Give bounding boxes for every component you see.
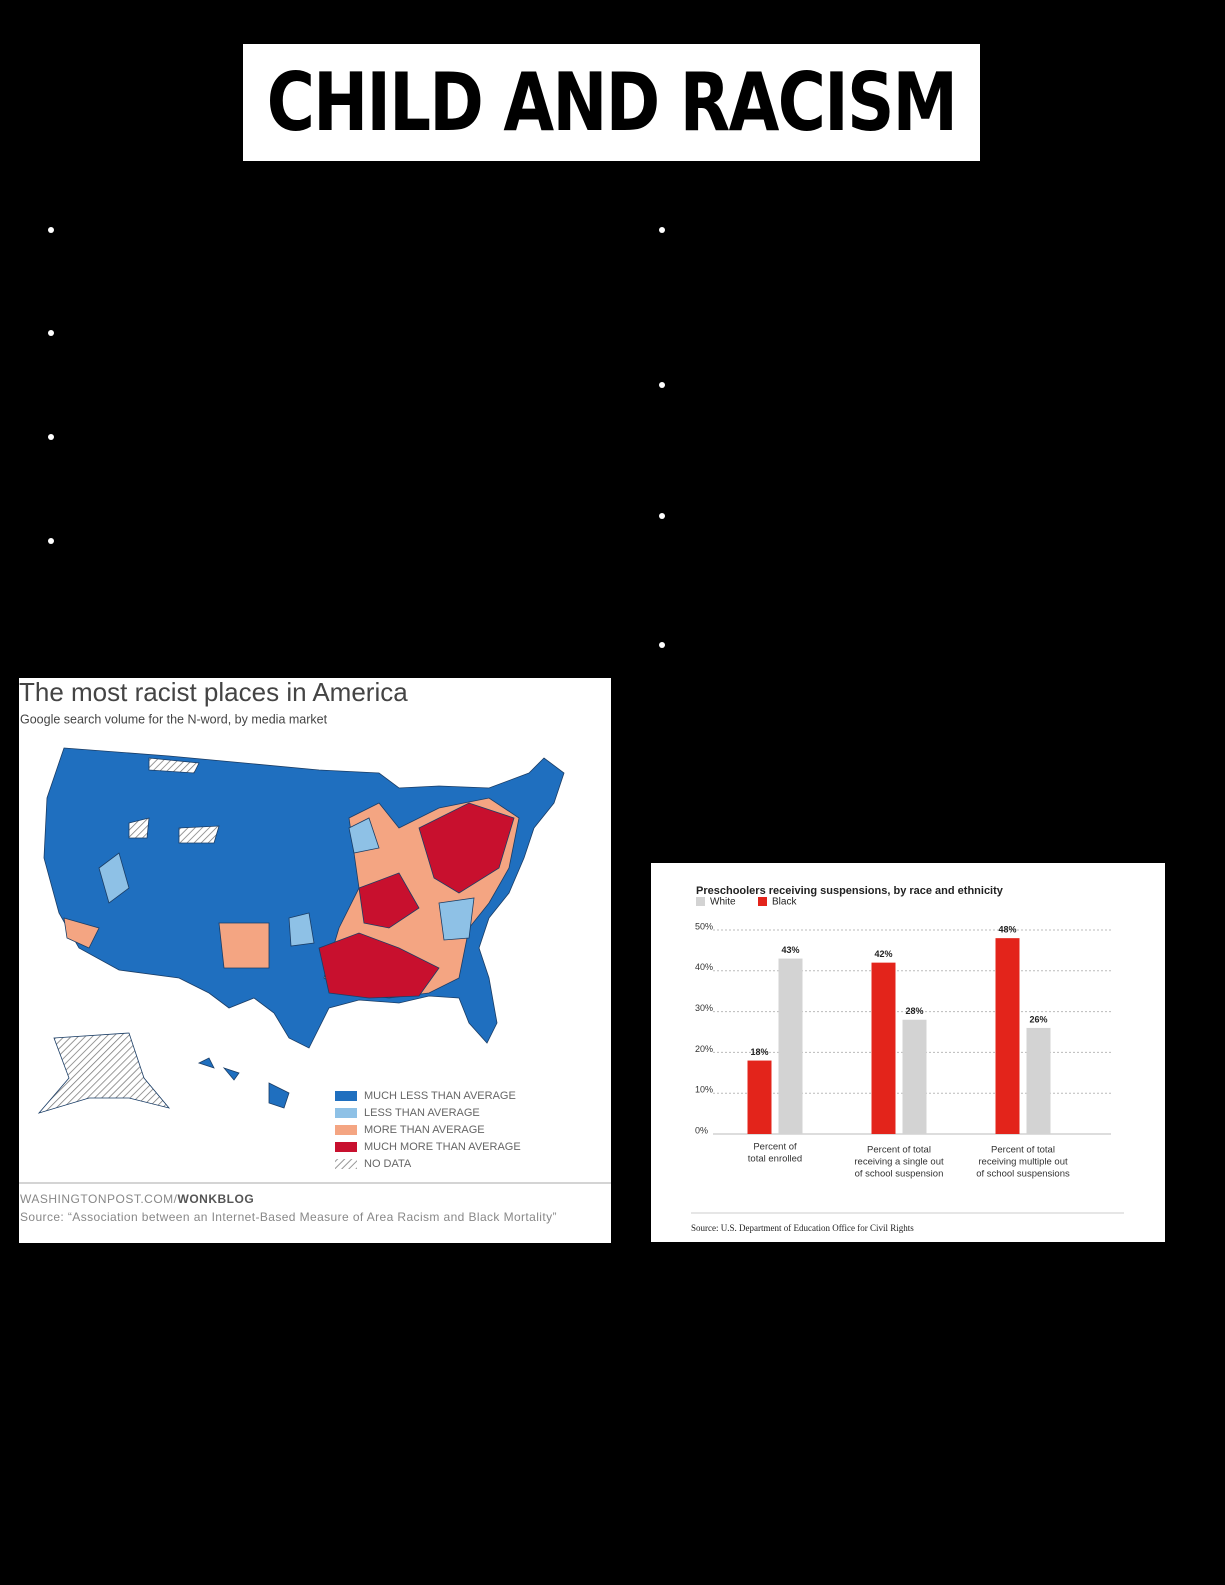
x-tick-label: Percent of — [753, 1142, 797, 1153]
y-tick-label: 0% — [695, 1125, 708, 1135]
legend-swatch — [335, 1108, 357, 1118]
y-tick-label: 40% — [695, 962, 713, 972]
x-tick-label: total enrolled — [748, 1154, 802, 1165]
bullet — [48, 434, 54, 440]
us-map — [37, 747, 565, 1114]
value-label: 42% — [874, 949, 892, 959]
legend-swatch — [696, 897, 705, 906]
y-tick-label: 30% — [695, 1003, 713, 1013]
bullet — [48, 538, 54, 544]
legend-swatch — [335, 1142, 357, 1152]
x-tick-label: Percent of total — [991, 1145, 1055, 1156]
bullet — [48, 330, 54, 336]
x-tick-label: receiving a single out — [854, 1157, 944, 1168]
legend-swatch — [758, 897, 767, 906]
bar — [778, 958, 803, 1134]
legend-label: MUCH MORE THAN AVERAGE — [364, 1141, 521, 1153]
bar — [747, 1060, 772, 1134]
legend-swatch — [335, 1125, 357, 1135]
y-tick-label: 10% — [695, 1085, 713, 1095]
bar — [902, 1019, 927, 1134]
legend-label: MORE THAN AVERAGE — [364, 1124, 485, 1136]
x-tick-label: Percent of total — [867, 1145, 931, 1156]
bullet — [659, 642, 665, 648]
legend-label: White — [710, 897, 736, 908]
x-tick-label: receiving multiple out — [978, 1157, 1068, 1168]
value-label: 43% — [781, 945, 799, 955]
legend-label: LESS THAN AVERAGE — [364, 1107, 480, 1119]
value-label: 48% — [998, 925, 1016, 935]
y-tick-label: 20% — [695, 1044, 713, 1054]
bar — [995, 938, 1020, 1134]
x-tick-label: of school suspensions — [976, 1169, 1070, 1180]
footer-blog: WONKBLOG — [178, 1192, 255, 1206]
footer-site: WASHINGTONPOST.COM/ — [20, 1192, 178, 1206]
bullet — [659, 513, 665, 519]
legend-label: Black — [772, 897, 797, 908]
value-label: 18% — [750, 1047, 768, 1057]
value-label: 26% — [1029, 1014, 1047, 1024]
map-source: Source: “Association between an Internet… — [20, 1210, 557, 1224]
bullet — [659, 382, 665, 388]
map-title: The most racist places in America — [19, 678, 408, 707]
map-footer: WASHINGTONPOST.COM/WONKBLOG — [20, 1192, 254, 1206]
title-box: CHILD AND RACISM — [243, 44, 980, 161]
bullet — [659, 227, 665, 233]
bar — [1026, 1027, 1051, 1134]
value-label: 28% — [905, 1006, 923, 1016]
legend-swatch — [335, 1159, 357, 1169]
legend-swatch — [335, 1091, 357, 1101]
chart-source: Source: U.S. Department of Education Off… — [691, 1223, 914, 1233]
legend-label: MUCH LESS THAN AVERAGE — [364, 1090, 516, 1102]
bullet — [48, 227, 54, 233]
bar — [871, 962, 896, 1134]
page-title: CHILD AND RACISM — [266, 56, 958, 149]
chart-panel: Preschoolers receiving suspensions, by r… — [651, 863, 1165, 1242]
y-tick-label: 50% — [695, 921, 713, 931]
legend-label: NO DATA — [364, 1158, 412, 1170]
x-tick-label: of school suspension — [855, 1169, 944, 1180]
chart-title: Preschoolers receiving suspensions, by r… — [696, 885, 1004, 897]
map-panel: The most racist places in America Google… — [19, 678, 611, 1243]
map-subtitle: Google search volume for the N-word, by … — [20, 712, 328, 726]
